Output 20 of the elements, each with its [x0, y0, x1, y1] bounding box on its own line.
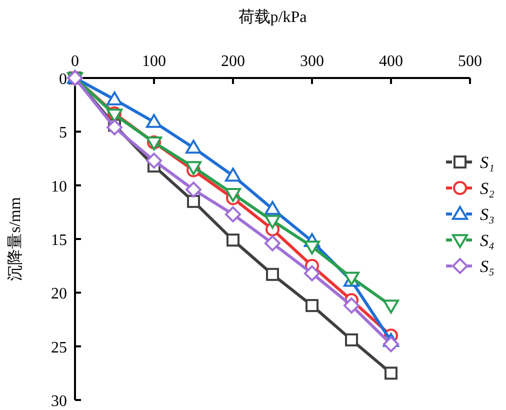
- y-tick-label: 30: [51, 393, 67, 410]
- y-tick-label: 25: [51, 339, 67, 356]
- legend-label: S₄: [480, 231, 494, 250]
- legend-label: S₅: [480, 257, 494, 276]
- x-tick-label: 500: [458, 53, 482, 70]
- y-tick-label: 5: [59, 124, 67, 142]
- legend-label: S₁: [480, 153, 494, 172]
- y-tick-label: 0: [59, 71, 67, 88]
- legend-label: S₃: [480, 205, 494, 224]
- x-tick-label: 300: [300, 53, 324, 70]
- x-tick-label: 200: [221, 53, 245, 70]
- x-tick-label: 100: [142, 53, 166, 70]
- x-tick-label: 0: [71, 53, 79, 70]
- y-tick-label: 15: [51, 232, 67, 249]
- y-axis-title: 沉降量s/mm: [7, 196, 24, 281]
- y-tick-label: 10: [51, 178, 67, 196]
- y-tick-label: 20: [51, 286, 67, 303]
- x-axis-title: 荷载p/kPa: [238, 8, 307, 26]
- x-tick-label: 400: [379, 53, 403, 70]
- legend-label: S₂: [480, 179, 494, 198]
